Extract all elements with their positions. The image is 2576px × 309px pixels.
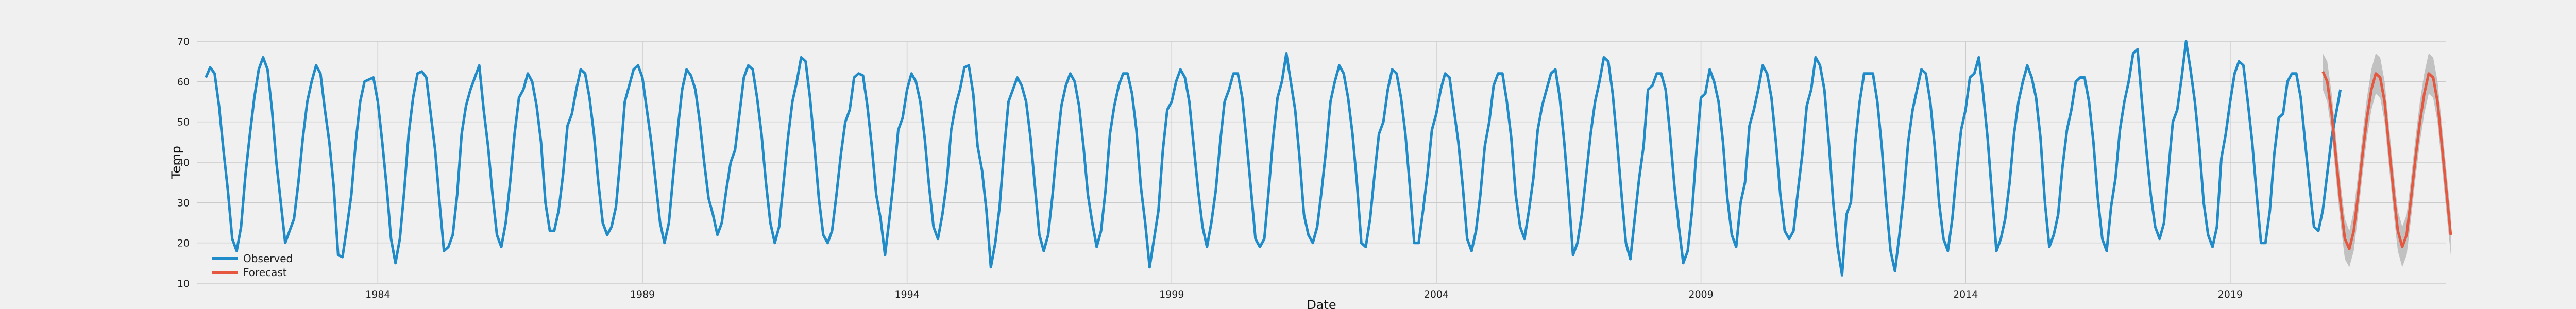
legend-forecast-label: Forecast bbox=[243, 266, 287, 279]
x-tick-label: 1989 bbox=[630, 289, 655, 300]
y-axis-label: Temp bbox=[169, 146, 183, 179]
x-tick-label: 2009 bbox=[1688, 289, 1713, 300]
series-observed-line bbox=[205, 40, 2342, 277]
y-tick-label: 20 bbox=[177, 238, 190, 249]
x-axis-label: Date bbox=[1307, 298, 1336, 309]
x-tick-label: 2019 bbox=[2218, 289, 2243, 300]
series-layer bbox=[205, 40, 2452, 277]
x-tick-labels: 1984 1989 1994 1999 2004 2009 2014 2019 bbox=[365, 289, 2243, 300]
x-tick-label: 1994 bbox=[894, 289, 919, 300]
x-tick-label: 2004 bbox=[1424, 289, 1449, 300]
y-tick-labels: 10 20 30 40 50 60 70 bbox=[177, 36, 190, 289]
legend-observed-label: Observed bbox=[243, 252, 293, 265]
y-tick-label: 50 bbox=[177, 117, 190, 128]
y-tick-label: 10 bbox=[177, 278, 190, 289]
y-tick-label: 40 bbox=[177, 157, 190, 168]
y-tick-label: 60 bbox=[177, 76, 190, 88]
x-tick-label: 1999 bbox=[1159, 289, 1184, 300]
y-tick-label: 30 bbox=[177, 197, 190, 209]
series-forecast-line bbox=[2321, 71, 2452, 250]
x-tick-label: 2014 bbox=[1953, 289, 1978, 300]
x-tick-label: 1984 bbox=[365, 289, 390, 300]
legend: Observed Forecast bbox=[212, 252, 293, 279]
y-tick-label: 70 bbox=[177, 36, 190, 47]
